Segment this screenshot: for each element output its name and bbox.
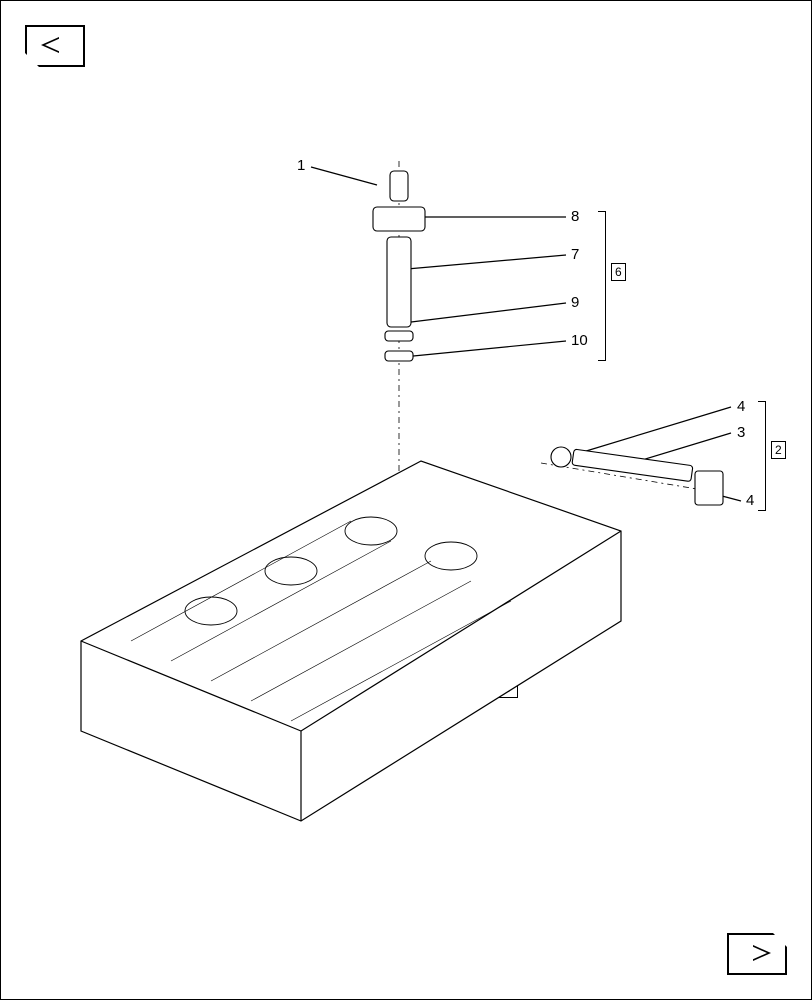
next-page-button[interactable]	[727, 933, 787, 975]
callout-7: 7	[571, 246, 579, 263]
leader-l3	[619, 433, 731, 467]
ref-10-101-01: 10.101.01	[437, 677, 518, 698]
callout-10: 10	[571, 332, 588, 349]
callout-2-boxed: 2	[771, 441, 786, 459]
callout-4b: 4	[746, 492, 754, 509]
part-seal-ring	[551, 447, 571, 467]
part-clamp	[373, 207, 425, 231]
arrow-right-icon	[753, 945, 771, 961]
parts-diagram-page: 1 8 7 9 10 6 4 3 4 2 10.101.01	[0, 0, 812, 1000]
leader-l4a	[573, 407, 731, 455]
bracket-6	[597, 211, 606, 361]
arrow-left-icon	[41, 37, 59, 53]
callout-6-boxed: 6	[611, 263, 626, 281]
callout-8: 8	[571, 208, 579, 225]
leader-l4b	[703, 491, 741, 501]
part-oring-upper	[385, 331, 413, 341]
part-tube	[572, 449, 693, 482]
callout-1: 1	[297, 157, 305, 174]
leader-l7	[407, 255, 566, 269]
leader-l9	[403, 303, 566, 323]
callout-4a: 4	[737, 398, 745, 415]
callout-9: 9	[571, 294, 579, 311]
callout-3: 3	[737, 424, 745, 441]
leader-l10	[403, 341, 566, 357]
cylinder-head-art	[81, 461, 621, 821]
part-oring-lower	[385, 351, 413, 361]
diagram-svg	[1, 1, 812, 1000]
part-bolt	[390, 171, 408, 201]
leader-l1	[311, 167, 377, 185]
bracket-2	[757, 401, 766, 511]
part-nut	[695, 471, 723, 505]
part-injector	[387, 237, 411, 327]
leader-lref	[321, 685, 433, 725]
prev-page-button[interactable]	[25, 25, 85, 67]
